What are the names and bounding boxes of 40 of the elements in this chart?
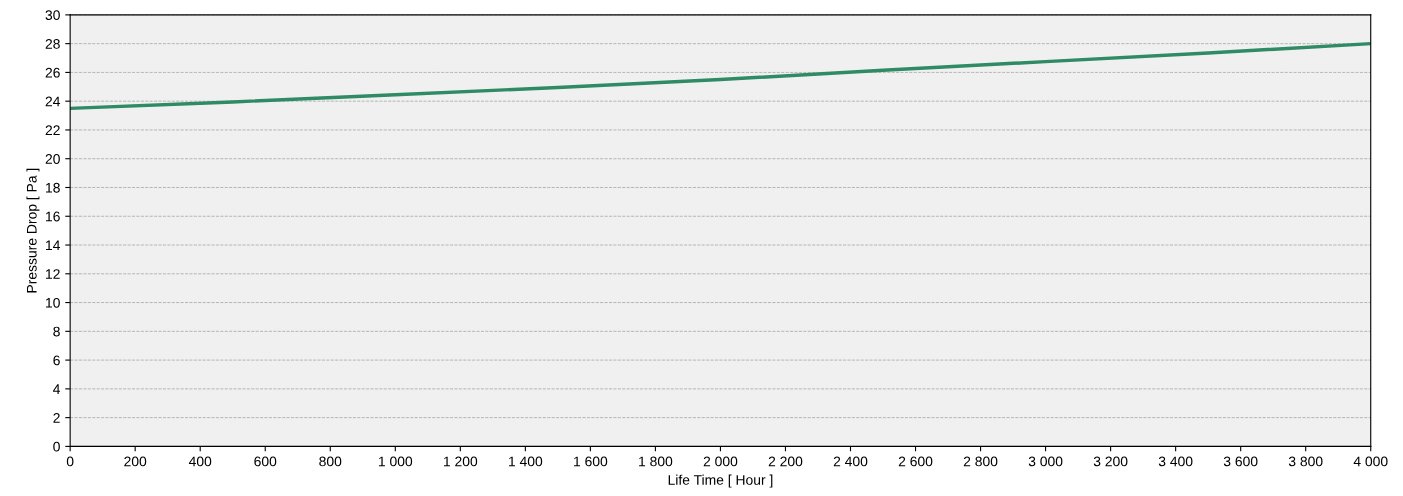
x-tick-label: 1 200 [444, 456, 478, 467]
y-tick-label: 8 [53, 326, 60, 337]
x-tick-label: 400 [188, 456, 212, 467]
y-tick-label: 14 [46, 240, 61, 251]
x-tick-label: 1 800 [639, 456, 673, 467]
y-tick-label: 22 [45, 125, 60, 135]
x-tick-label: 1 600 [574, 456, 608, 467]
line-series [70, 41, 1371, 111]
x-tick-label: 200 [124, 456, 147, 467]
x-tick-label: 3 400 [1158, 456, 1193, 467]
y-tick-label: 6 [53, 355, 60, 366]
y-tick-label: 10 [46, 297, 60, 308]
y-tick-label: 0 [53, 441, 60, 452]
y-tick-label: 16 [46, 211, 60, 222]
y-tick-label: 2 [53, 412, 60, 423]
x-tick-label: 0 [66, 456, 74, 467]
y-tick-label: 18 [46, 182, 60, 193]
y-tick-label: 20 [45, 154, 60, 164]
x-tick-label: 3 200 [1093, 456, 1128, 467]
x-tick-label: 2 200 [768, 456, 803, 467]
x-tick-label: 2 400 [833, 456, 868, 467]
x-tick-label: 800 [319, 456, 342, 467]
x-tick-label: 3 000 [1028, 456, 1063, 467]
x-tick-label: 3 800 [1288, 456, 1323, 467]
x-tick-label: 3 600 [1223, 456, 1258, 467]
y-tick-label: 4 [53, 384, 61, 394]
x-tick-label: 1 000 [378, 456, 413, 467]
x-axis-title: Life Time [ Hour ] [668, 474, 773, 488]
y-tick-label: 12 [46, 269, 60, 279]
x-tick-label: 600 [254, 456, 277, 467]
y-axis-title: Pressure Drop [ Pa ] [26, 168, 40, 293]
x-tick-label: 2 800 [963, 456, 998, 467]
x-tick-label: 1 400 [509, 456, 543, 467]
y-tick-label: 26 [45, 67, 60, 78]
y-tick-label: 30 [45, 10, 60, 21]
x-tick-label: 2 600 [898, 456, 933, 467]
y-tick-label: 28 [45, 38, 60, 49]
x-tick-label: 4 000 [1353, 456, 1388, 467]
x-tick-label: 2 000 [703, 456, 738, 467]
y-tick-label: 24 [45, 96, 61, 107]
